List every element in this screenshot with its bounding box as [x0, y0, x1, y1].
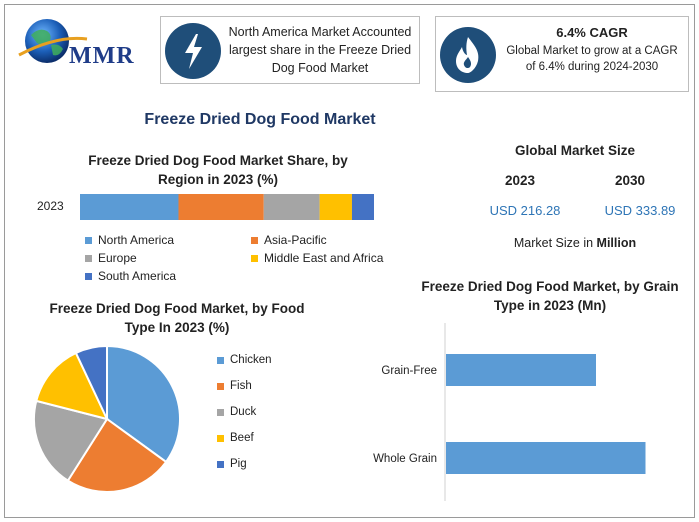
legend-label: Middle East and Africa [264, 251, 384, 265]
market-year-2030: 2030 [614, 173, 646, 188]
region-legend-item-europe: Europe [85, 251, 137, 265]
region-bar-segment-north-america [80, 194, 179, 220]
grain-type-bar-chart: Grain-Free Whole Grain [373, 323, 646, 501]
flame-icon [440, 27, 496, 83]
legend-label: Beef [230, 432, 254, 444]
legend-label: Chicken [230, 354, 272, 366]
market-size-title: Global Market Size [514, 143, 636, 158]
legend-label: South America [98, 269, 177, 283]
main-title: Freeze Dried Dog Food Market [144, 111, 376, 128]
north-america-box: North America Market Accounted largest s… [160, 16, 420, 84]
grain-chart-title: Freeze Dried Dog Food Market, by Grain T… [421, 279, 679, 313]
market-year-2023: 2023 [504, 173, 536, 188]
grain-bar-whole-grain [446, 442, 646, 474]
food-type-legend-item-pig: Pig [217, 458, 247, 470]
region-legend-item-north-america: North America [85, 233, 174, 247]
legend-swatch [217, 382, 224, 390]
logo: MMR [17, 15, 147, 75]
cagr-text: Global Market to grow at a CAGR of 6.4% … [506, 45, 678, 73]
food-type-legend-item-chicken: Chicken [217, 354, 272, 366]
pie-slice-beef [35, 351, 109, 421]
lightning-bolt-icon [165, 23, 221, 79]
north-america-text: North America Market Accounted largest s… [228, 25, 412, 75]
legend-swatch [217, 434, 224, 442]
food-type-pie-chart [33, 344, 181, 493]
market-size-note-prefix: Market Size in [513, 236, 597, 250]
grain-category-label-whole-grain: Whole Grain [373, 453, 437, 465]
legend-label: Asia-Pacific [264, 233, 327, 247]
pie-slice-fish [66, 417, 168, 493]
market-size-note-unit: Million [596, 236, 637, 250]
grain-category-label-grain-free: Grain-Free [381, 365, 437, 377]
region-legend-item-middle-east-and-africa: Middle East and Africa [251, 251, 383, 265]
legend-label: Europe [98, 251, 137, 265]
legend-swatch [217, 356, 224, 364]
region-chart-title: Freeze Dried Dog Food Market Share, by R… [88, 153, 348, 187]
grain-bar-grain-free [446, 354, 596, 386]
market-value-2030: USD 333.89 [604, 203, 676, 218]
legend-label: Pig [230, 458, 247, 470]
legend-label: North America [98, 233, 175, 247]
infographic-frame: MMR North America Market Accounted large… [4, 4, 695, 518]
food-type-chart-title: Freeze Dried Dog Food Market, by Food Ty… [49, 301, 305, 335]
region-bar-segment-middle-east-and-africa [319, 194, 352, 220]
legend-swatch [85, 236, 92, 244]
cagr-title: 6.4% CAGR [556, 25, 628, 40]
food-type-legend-item-fish: Fish [217, 380, 252, 392]
region-bar-segment-europe [263, 194, 320, 220]
legend-swatch [85, 254, 92, 262]
legend-swatch [85, 272, 92, 280]
food-type-legend-item-duck: Duck [217, 406, 256, 418]
region-category-label: 2023 [37, 199, 64, 213]
region-legend-item-asia-pacific: Asia-Pacific [251, 233, 327, 247]
region-bar-segment-south-america [351, 194, 374, 220]
logo-text: MMR [69, 43, 135, 69]
legend-swatch [217, 460, 224, 468]
region-stacked-bar [80, 194, 374, 220]
market-size-note: Market Size in Million [475, 236, 675, 250]
market-value-2023: USD 216.28 [489, 203, 561, 218]
pie-slice-pig [74, 344, 108, 420]
legend-swatch [251, 236, 258, 244]
food-type-legend-item-beef: Beef [217, 432, 254, 444]
legend-swatch [251, 254, 258, 262]
pie-slice-duck [33, 399, 109, 483]
region-legend-item-south-america: South America [85, 269, 176, 283]
legend-label: Duck [230, 406, 257, 418]
region-bar-segment-asia-pacific [178, 194, 264, 220]
cagr-box: 6.4% CAGR Global Market to grow at a CAG… [435, 16, 689, 92]
legend-label: Fish [230, 380, 252, 392]
globe-icon [18, 19, 88, 63]
pie-slice-chicken [106, 344, 181, 464]
legend-swatch [217, 408, 224, 416]
